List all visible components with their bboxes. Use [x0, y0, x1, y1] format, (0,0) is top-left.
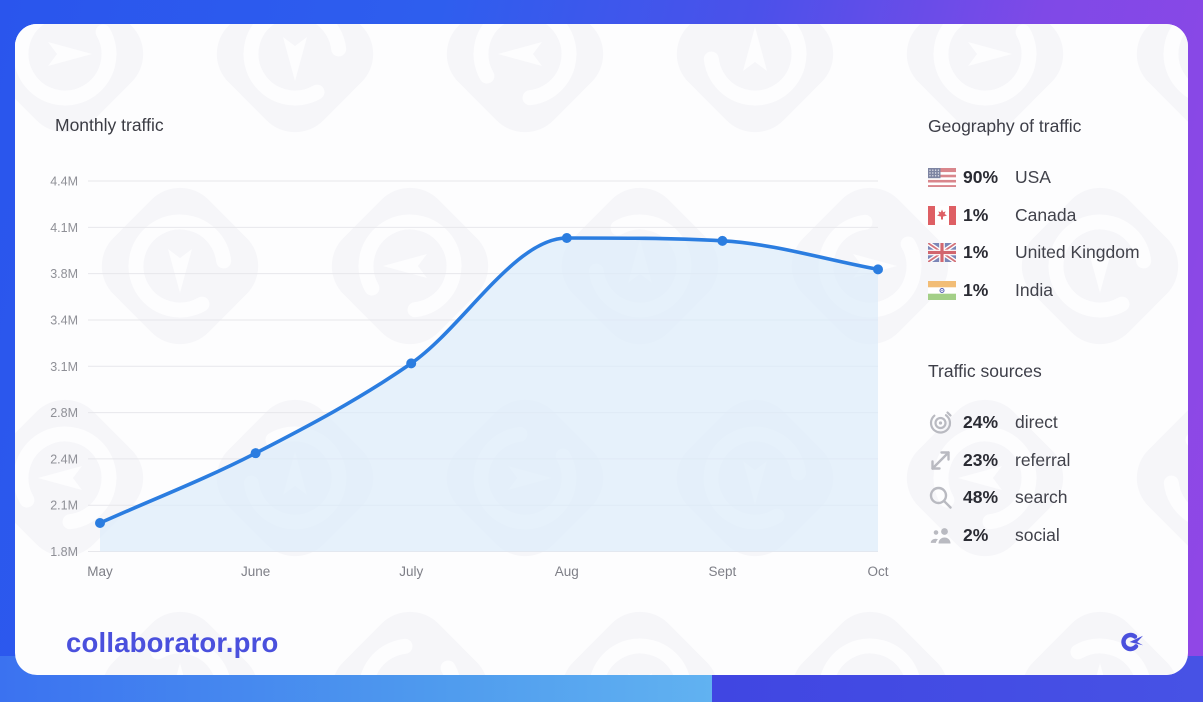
geography-title: Geography of traffic [928, 116, 1082, 136]
stat-label: Canada [1015, 204, 1077, 225]
stat-row: 2% social [928, 517, 1186, 555]
stat-label: search [1015, 487, 1068, 508]
x-axis-tick-label: June [241, 564, 270, 579]
flag-uk-icon [928, 243, 956, 263]
stat-row: 48% search [928, 479, 1186, 517]
monthly-traffic-line-chart: 4.4M 4.1M 3.8M 3.4M 3.1M 2.8M 2.4M 2.1M 1.8M May J… [50, 175, 889, 580]
stat-percent: 1% [963, 279, 989, 300]
data-point[interactable] [873, 264, 883, 275]
stat-percent: 1% [963, 242, 989, 263]
collaborator-logo-icon [1121, 632, 1143, 652]
y-axis-tick-label: 2.4M [50, 452, 78, 466]
y-axis-tick-label: 2.1M [50, 499, 78, 513]
y-axis-tick-label: 4.1M [50, 221, 78, 235]
data-point[interactable] [250, 448, 261, 459]
stat-row: 1% United Kingdom [928, 234, 1186, 272]
stat-row: 1% India [928, 272, 1186, 310]
stat-percent: 1% [963, 204, 989, 225]
y-axis-tick-label: 3.4M [50, 313, 78, 327]
x-axis-tick-label: May [87, 564, 113, 579]
stats-column: Geography of traffic 90% USA 1% Canada 1… [928, 116, 1186, 554]
flag-usa-icon [928, 168, 956, 188]
x-axis-tick-label: Sept [709, 564, 737, 579]
stat-percent: 48% [963, 487, 999, 508]
social-users-icon [928, 525, 956, 545]
y-axis-tick-label: 2.8M [50, 406, 78, 420]
y-axis-tick-label: 4.4M [50, 175, 78, 189]
geography-list: 90% USA 1% Canada 1% United Kingdom 1% I… [928, 159, 1186, 309]
stat-row: 23% referral [928, 442, 1186, 480]
stat-label: direct [1015, 412, 1058, 433]
data-point[interactable] [717, 235, 728, 246]
y-axis-tick-label: 3.8M [50, 267, 78, 281]
y-axis-tick-label: 3.1M [50, 360, 78, 374]
data-point[interactable] [561, 233, 572, 243]
stat-percent: 23% [963, 449, 999, 470]
stat-label: United Kingdom [1015, 242, 1140, 263]
target-icon [928, 411, 956, 434]
flag-canada-icon [928, 205, 956, 225]
stat-label: India [1015, 279, 1053, 300]
stat-label: USA [1015, 167, 1051, 188]
x-axis-tick-label: July [399, 564, 423, 579]
data-point[interactable] [95, 518, 105, 528]
stat-row: 90% USA [928, 159, 1186, 197]
x-axis-tick-label: Aug [555, 564, 579, 579]
stat-row: 1% Canada [928, 197, 1186, 235]
search-icon [928, 487, 956, 509]
sources-list: 24% direct 23% referral 48% search 2% so… [928, 404, 1186, 554]
referral-arrows-icon [928, 450, 956, 470]
stat-percent: 2% [963, 524, 989, 545]
data-point[interactable] [406, 358, 417, 369]
chart-title: Monthly traffic [55, 115, 164, 135]
flag-india-icon [928, 280, 956, 300]
stat-label: social [1015, 524, 1060, 545]
sources-title: Traffic sources [928, 361, 1042, 381]
stat-row: 24% direct [928, 404, 1186, 442]
stat-percent: 90% [963, 167, 999, 188]
stat-label: referral [1015, 449, 1071, 470]
analytics-card: Monthly traffic 4.4M 4.1M 3.8M 3.4M 3.1M 2.8M… [15, 24, 1188, 675]
x-axis-tick-label: Oct [867, 564, 888, 579]
stat-percent: 24% [963, 412, 999, 433]
y-axis-tick-label: 1.8M [50, 545, 78, 559]
brand-wordmark: collaborator.pro [66, 627, 279, 658]
